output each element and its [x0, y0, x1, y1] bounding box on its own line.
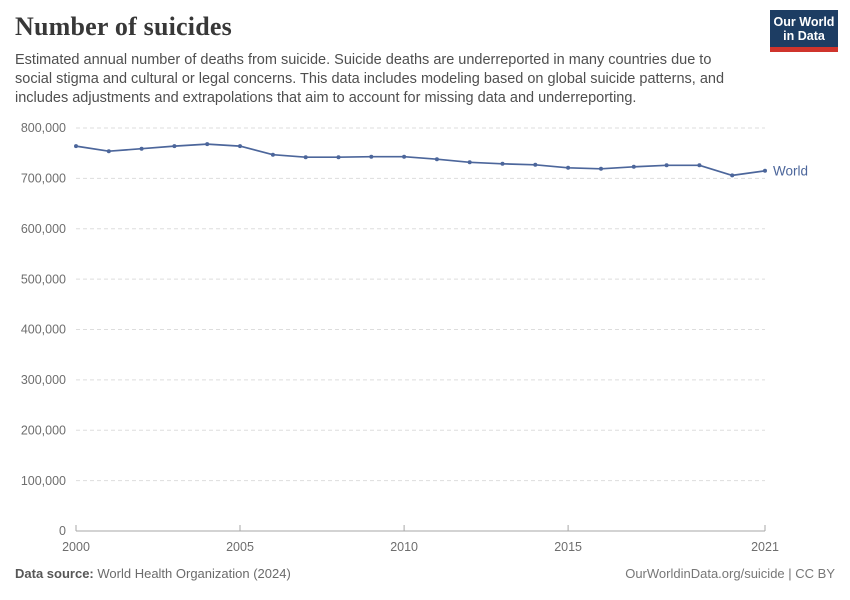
chart-subtitle: Estimated annual number of deaths from s… — [15, 52, 725, 106]
svg-text:100,000: 100,000 — [21, 474, 66, 488]
data-source-label: Data source: — [15, 566, 94, 581]
svg-text:800,000: 800,000 — [21, 121, 66, 135]
owid-logo[interactable]: Our World in Data — [770, 10, 838, 52]
svg-text:2000: 2000 — [62, 540, 90, 554]
svg-text:600,000: 600,000 — [21, 222, 66, 236]
line-chart[interactable]: 0 100,000 200,000 300,000 400,000 500,000 600,… — [0, 110, 850, 560]
svg-text:300,000: 300,000 — [21, 373, 66, 387]
svg-text:2010: 2010 — [390, 540, 418, 554]
svg-text:2021: 2021 — [751, 540, 779, 554]
svg-text:World: World — [773, 163, 808, 178]
credit-link[interactable]: OurWorldinData.org/suicide | CC BY — [625, 566, 835, 581]
svg-text:500,000: 500,000 — [21, 272, 66, 286]
svg-text:200,000: 200,000 — [21, 423, 66, 437]
svg-text:2005: 2005 — [226, 540, 254, 554]
owid-logo-line2: in Data — [783, 28, 825, 43]
svg-text:0: 0 — [59, 524, 66, 538]
svg-text:700,000: 700,000 — [21, 172, 66, 186]
chart-title: Number of suicides — [15, 12, 232, 41]
chart-footer: Data source: World Health Organization (… — [15, 566, 835, 581]
data-source-value: World Health Organization (2024) — [97, 566, 291, 581]
svg-text:400,000: 400,000 — [21, 323, 66, 337]
data-source: Data source: World Health Organization (… — [15, 566, 291, 581]
svg-text:2015: 2015 — [554, 540, 582, 554]
owid-logo-line1: Our World — [773, 14, 835, 29]
